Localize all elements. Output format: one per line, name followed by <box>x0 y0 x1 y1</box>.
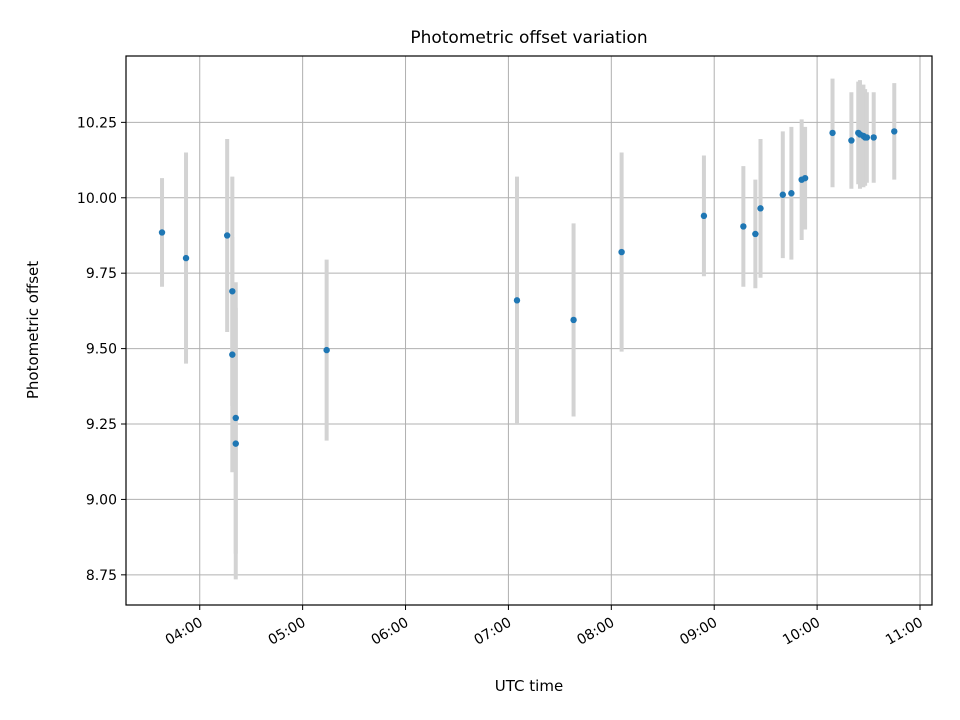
grid-lines <box>126 56 932 605</box>
data-point <box>757 205 764 212</box>
chart-title: Photometric offset variation <box>410 28 647 48</box>
data-point <box>513 297 521 304</box>
data-point <box>323 346 330 354</box>
data-points <box>158 128 898 447</box>
y-tick-label: 10.25 <box>77 115 117 131</box>
data-point <box>870 134 877 141</box>
data-point <box>848 137 855 144</box>
data-point <box>223 232 231 239</box>
data-point <box>182 254 190 262</box>
y-axis-label: Photometric offset <box>24 261 42 399</box>
data-point <box>863 134 871 141</box>
data-point <box>570 316 577 324</box>
data-point <box>779 191 787 198</box>
data-point <box>229 288 236 295</box>
y-tick-label: 9.25 <box>86 417 117 433</box>
y-tick-label: 9.75 <box>86 266 117 282</box>
data-point <box>788 190 795 197</box>
data-point <box>740 223 747 230</box>
y-axis-ticks: 8.75 9.00 9.25 9.50 9.75 10.00 10.25 <box>77 115 126 584</box>
y-tick-label: 9.50 <box>86 342 117 358</box>
y-tick-label: 9.00 <box>86 492 117 508</box>
x-axis-label: UTC time <box>495 677 563 695</box>
data-point <box>829 129 836 137</box>
y-tick-label: 10.00 <box>77 191 117 207</box>
data-point <box>752 230 759 238</box>
y-tick-label: 8.75 <box>86 568 117 584</box>
data-point <box>232 440 239 447</box>
data-point <box>158 229 166 236</box>
data-point <box>229 351 236 358</box>
data-point <box>232 414 239 422</box>
data-point <box>891 128 898 135</box>
data-point <box>700 212 708 220</box>
data-point <box>618 248 625 256</box>
plot-frame <box>125 55 933 606</box>
data-point <box>801 174 809 182</box>
